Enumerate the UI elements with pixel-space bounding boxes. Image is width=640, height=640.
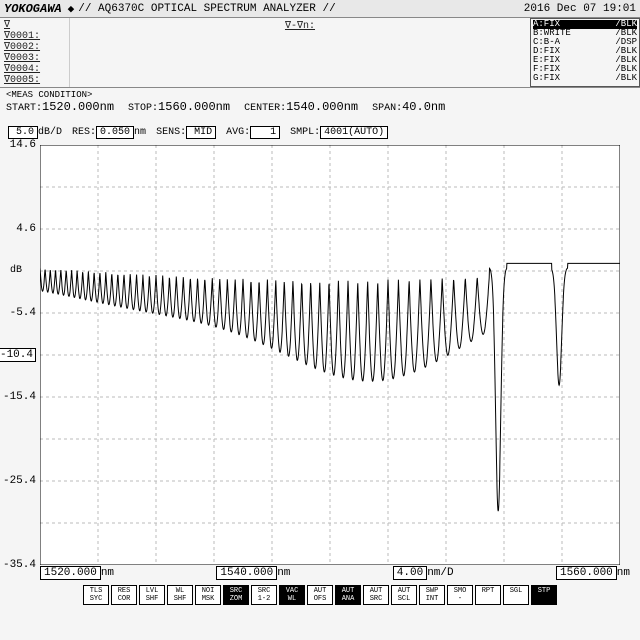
title-bar: YOKOGAWA ◆ // AQ6370C OPTICAL SPECTRUM A… [0, 0, 640, 18]
smpl-value[interactable]: 4001(AUTO) [320, 126, 388, 139]
res-label: RES: [72, 127, 96, 138]
device-title: // AQ6370C OPTICAL SPECTRUM ANALYZER // [78, 3, 335, 15]
trace-legend-row[interactable]: G:FIX/BLK [533, 74, 637, 83]
softkey-res[interactable]: RESCOR [111, 585, 137, 605]
info-row: ∇ ∇0001: ∇0002: ∇0003: ∇0004: ∇0005: ∇-∇… [0, 18, 640, 88]
marker-item: ∇0005: [4, 75, 65, 86]
softkey-aut[interactable]: AUTSCL [391, 585, 417, 605]
softkey-smo[interactable]: SMO- [447, 585, 473, 605]
softkey-noi[interactable]: NOIMSK [195, 585, 221, 605]
marker-item: ∇ [4, 20, 65, 31]
span-value: 40.0nm [402, 100, 445, 114]
y-ref-boxed: -10.4 [0, 348, 36, 362]
marker-item: ∇0002: [4, 42, 65, 53]
dbdiv-unit: dB/D [38, 127, 62, 138]
x-right-value: 1560.000 [556, 566, 617, 580]
start-label: START: [6, 103, 42, 114]
meas-condition: <MEAS CONDITION> START:1520.000nm STOP:1… [0, 88, 640, 124]
marker-item: ∇0004: [4, 64, 65, 75]
y-axis-labels: 14.64.6-5.4-15.4-25.4-35.4-10.4 [0, 145, 38, 565]
softkey-src[interactable]: SRCZOM [223, 585, 249, 605]
softkey-rpt[interactable]: RPT [475, 585, 501, 605]
sens-label: SENS: [156, 127, 186, 138]
x-right-unit: nm [617, 567, 630, 579]
marker-list: ∇ ∇0001: ∇0002: ∇0003: ∇0004: ∇0005: [0, 18, 70, 87]
marker-delta: ∇-∇n: [70, 18, 530, 87]
span-label: SPAN: [372, 103, 402, 114]
y-tick-label: 14.6 [10, 139, 36, 151]
trace-legend: A:FIX/BLKB:WRITE/BLKC:B-A/DSPD:FIX/BLKE:… [530, 18, 640, 87]
settings-row: 5.0dB/D RES:0.050nm SENS:MID AVG:1 SMPL:… [0, 124, 640, 141]
softkey-wl[interactable]: WLSHF [167, 585, 193, 605]
softkey-aut[interactable]: AUTOFS [307, 585, 333, 605]
marker-item: ∇0003: [4, 53, 65, 64]
brand-diamond: ◆ [68, 2, 75, 16]
x-center-unit: nm [277, 567, 290, 579]
stop-value: 1560.000nm [158, 100, 230, 114]
avg-value[interactable]: 1 [250, 126, 280, 139]
x-left-value: 1520.000 [40, 566, 101, 580]
timestamp: 2016 Dec 07 19:01 [524, 3, 636, 15]
sens-value[interactable]: MID [186, 126, 216, 139]
x-scale-value: 4.00 [393, 566, 427, 580]
dbdiv-value[interactable]: 5.0 [8, 126, 38, 139]
softkey-sgl[interactable]: SGL [503, 585, 529, 605]
softkey-aut[interactable]: AUTANA [335, 585, 361, 605]
meas-header: <MEAS CONDITION> [6, 90, 634, 100]
y-tick-label: -5.4 [10, 307, 36, 319]
x-axis-footer: 1520.000nm 1540.000nm 4.00nm/D 1560.000n… [0, 565, 640, 581]
x-scale-unit: nm/D [427, 567, 453, 579]
softkey-tls[interactable]: TLSSYC [83, 585, 109, 605]
softkey-row: TLSSYCRESCORLVLSHFWLSHFNOIMSKSRCZOMSRC1-… [0, 581, 640, 609]
softkey-src[interactable]: SRC1-2 [251, 585, 277, 605]
y-tick-label: -15.4 [3, 391, 36, 403]
osa-screen: YOKOGAWA ◆ // AQ6370C OPTICAL SPECTRUM A… [0, 0, 640, 640]
softkey-swp[interactable]: SWPINT [419, 585, 445, 605]
stop-label: STOP: [128, 103, 158, 114]
start-value: 1520.000nm [42, 100, 114, 114]
y-tick-label: 4.6 [16, 223, 36, 235]
smpl-label: SMPL: [290, 127, 320, 138]
x-center-value: 1540.000 [216, 566, 277, 580]
softkey-lvl[interactable]: LVLSHF [139, 585, 165, 605]
y-unit-label: dB [10, 265, 22, 276]
y-tick-label: -25.4 [3, 475, 36, 487]
brand-logo: YOKOGAWA [4, 2, 62, 16]
marker-item: ∇0001: [4, 31, 65, 42]
res-unit: nm [134, 127, 146, 138]
avg-label: AVG: [226, 127, 250, 138]
res-value[interactable]: 0.050 [96, 126, 134, 139]
softkey-stp[interactable]: STP [531, 585, 557, 605]
spectrum-plot[interactable] [40, 145, 620, 565]
y-tick-label: -35.4 [3, 559, 36, 571]
x-left-unit: nm [101, 567, 114, 579]
marker-delta-label: ∇-∇n: [285, 21, 315, 32]
center-label: CENTER: [244, 103, 286, 114]
softkey-vac[interactable]: VACWL [279, 585, 305, 605]
center-value: 1540.000nm [286, 100, 358, 114]
softkey-aut[interactable]: AUTSRC [363, 585, 389, 605]
plot-area: 14.64.6-5.4-15.4-25.4-35.4-10.4 dB [40, 145, 630, 565]
